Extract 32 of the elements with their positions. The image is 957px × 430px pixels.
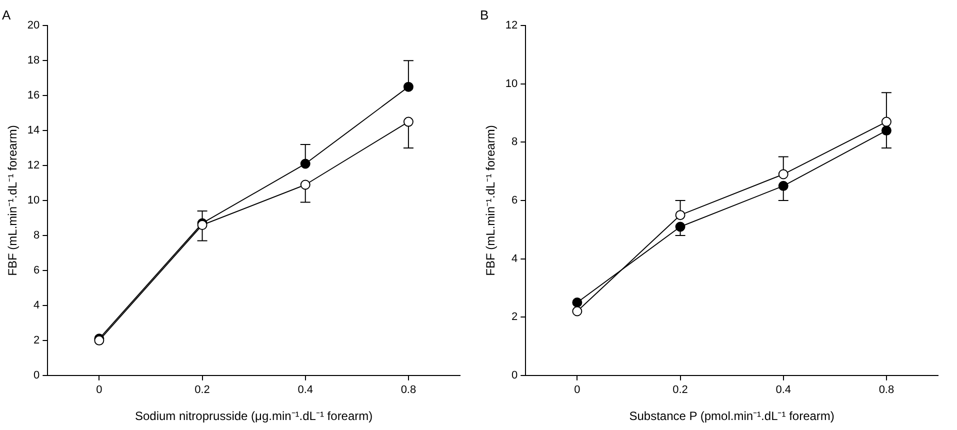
y-tick-label: 2 — [512, 311, 518, 324]
x-tick-label: 0 — [96, 384, 102, 396]
y-tick-label: 2 — [34, 334, 40, 346]
x-tick-label: 0.2 — [672, 384, 688, 396]
x-tick-label: 0.4 — [776, 384, 792, 396]
chart-title: A — [2, 7, 11, 22]
x-tick-label: 0.8 — [878, 384, 894, 396]
y-tick-label: 8 — [34, 230, 40, 242]
y-tick-label: 4 — [512, 252, 518, 265]
y-tick-label: 0 — [512, 369, 518, 382]
x-axis-title: Sodium nitroprusside (μg.min⁻¹.dL⁻¹ forearm) — [134, 409, 373, 424]
y-tick-label: 10 — [505, 78, 518, 90]
x-tick-label: 0.2 — [194, 384, 210, 396]
y-tick-label: 20 — [27, 20, 40, 32]
x-tick-label: 0.4 — [298, 384, 314, 396]
y-tick-label: 6 — [512, 194, 518, 207]
y-tick-label: 8 — [512, 136, 518, 148]
y-axis-title: FBF (mL.min⁻¹.dL⁻¹ forearm) — [6, 125, 20, 276]
y-tick-label: 4 — [34, 299, 40, 312]
x-tick-label: 0.8 — [400, 384, 416, 396]
y-tick-label: 6 — [34, 264, 40, 276]
y-tick-label: 0 — [34, 369, 40, 382]
y-axis-title: FBF (mL.min⁻¹.dL⁻¹ forearm) — [484, 125, 498, 276]
y-tick-label: 12 — [505, 20, 518, 32]
chart-title: B — [480, 7, 489, 22]
y-tick-label: 12 — [27, 160, 40, 172]
x-tick-label: 0 — [574, 384, 580, 396]
y-tick-label: 14 — [27, 124, 40, 137]
x-axis-title: Substance P (pmol.min⁻¹.dL⁻¹ forearm) — [629, 409, 834, 424]
y-tick-label: 10 — [27, 194, 40, 207]
y-tick-label: 18 — [27, 54, 40, 67]
y-tick-label: 16 — [27, 90, 40, 102]
